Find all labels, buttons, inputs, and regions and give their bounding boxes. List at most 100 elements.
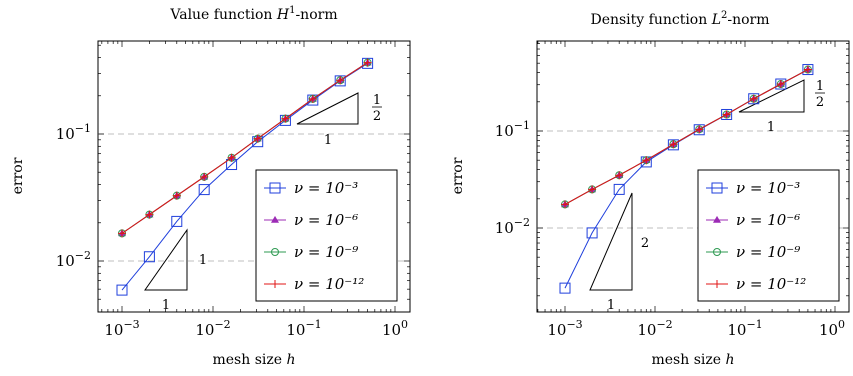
x-tick-label: 10−2: [195, 318, 230, 339]
data-point: [171, 215, 183, 227]
legend-entry: ν = 10⁻⁹: [706, 243, 800, 261]
data-point: [615, 171, 624, 180]
data-point: [693, 124, 705, 136]
slope-rise-label: 2: [816, 95, 824, 110]
legend-entry: ν = 10⁻⁶: [264, 211, 358, 229]
slope-rise-label: 1: [199, 253, 207, 268]
data-point: [116, 284, 128, 296]
y-tick-label: 10−1: [495, 119, 530, 140]
slope-run-label: 1: [324, 133, 332, 148]
legend-marker: [269, 182, 281, 194]
panel-density-function: Density function L2-norm 10−3 10−2 10−1 …: [450, 10, 850, 368]
data-point: [559, 282, 571, 294]
x-tick-label: 10−1: [727, 318, 762, 339]
slope-rise-label: 1: [816, 79, 824, 94]
x-tick-label: 100: [819, 318, 845, 339]
data-point: [200, 172, 209, 181]
data-point: [588, 185, 597, 194]
minor-ticks: [98, 41, 410, 312]
legend-marker: [271, 248, 279, 256]
legend-label: ν = 10⁻¹²: [736, 275, 806, 293]
slope-triangle: [296, 92, 359, 125]
legend-entry: ν = 10⁻⁹: [264, 243, 358, 261]
x-tick-label: 10−3: [547, 318, 582, 339]
data-point: [667, 139, 679, 151]
x-tick-label: 10−1: [286, 318, 321, 339]
minor-ticks: [537, 41, 849, 312]
data-point: [253, 134, 262, 143]
legend-entry: ν = 10⁻¹²: [706, 275, 806, 293]
legend-marker: [711, 182, 723, 194]
x-axis-label: mesh size h: [651, 352, 734, 368]
data-point: [775, 78, 787, 90]
data-point: [721, 108, 733, 120]
data-point: [363, 58, 372, 67]
legend-marker: [270, 215, 280, 223]
x-tick-label: 100: [382, 318, 408, 339]
data-point: [336, 76, 345, 85]
legend-marker: [713, 248, 721, 256]
y-axis-label: error: [450, 157, 466, 194]
legend-label: ν = 10⁻⁶: [736, 211, 800, 229]
legend-label: ν = 10⁻³: [294, 179, 358, 197]
data-point: [561, 200, 569, 209]
legend-entry: ν = 10⁻¹²: [264, 275, 364, 293]
y-tick-label: 10−1: [56, 122, 91, 143]
data-point: [362, 57, 374, 69]
y-tick-label: 10−2: [56, 249, 91, 270]
chart-title: Value function H1-norm: [169, 5, 337, 23]
slope-run-label: 1: [607, 298, 615, 313]
slope-triangle: [738, 79, 805, 113]
data-point: [198, 184, 210, 196]
legend-label: ν = 10⁻³: [736, 179, 800, 197]
data-point: [613, 183, 625, 195]
data-point: [586, 227, 598, 239]
data-point: [802, 64, 814, 76]
data-point: [334, 75, 346, 87]
data-point: [642, 156, 651, 165]
data-point: [776, 80, 785, 89]
legend-entry: ν = 10⁻⁶: [706, 211, 800, 229]
data-point: [227, 153, 236, 162]
legend-entry: ν = 10⁻³: [706, 179, 800, 197]
x-tick-label: 10−3: [104, 318, 139, 339]
legend-marker: [712, 215, 722, 223]
legend: ν = 10⁻³ ν = 10⁻⁶ ν = 10⁻⁹ ν = 10⁻¹²: [264, 179, 364, 293]
series-group: [116, 57, 374, 296]
plot-frame: [97, 40, 411, 313]
data-point: [308, 94, 317, 103]
data-point: [143, 251, 155, 263]
y-tick-label: 10−2: [495, 216, 530, 237]
slope-run-label: 1: [162, 298, 170, 313]
series: [118, 58, 372, 238]
legend-label: ν = 10⁻¹²: [294, 275, 364, 293]
legend-label: ν = 10⁻⁶: [294, 211, 358, 229]
data-point: [669, 140, 678, 149]
slope-run-label: 1: [767, 120, 775, 135]
legend-marker: [271, 280, 279, 288]
legend-marker: [713, 280, 721, 288]
data-point: [118, 229, 126, 238]
panel-value-function: Value function H1-norm 10−3 10−2 10−1 10…: [10, 5, 411, 368]
legend-entry: ν = 10⁻³: [264, 179, 358, 197]
data-point: [722, 110, 731, 119]
slope-rise-label: 2: [641, 236, 649, 251]
data-point: [748, 93, 760, 105]
series: [561, 65, 812, 209]
slope-triangle: [589, 192, 633, 291]
series-line: [121, 62, 368, 291]
series-line: [121, 62, 368, 234]
slope-rise-label: 2: [373, 109, 381, 124]
legend-label: ν = 10⁻⁹: [294, 243, 358, 261]
x-tick-label: 10−2: [637, 318, 672, 339]
y-axis-label: error: [10, 157, 26, 194]
data-point: [803, 65, 812, 74]
legend-label: ν = 10⁻⁹: [736, 243, 800, 261]
data-point: [749, 94, 758, 103]
legend: ν = 10⁻³ ν = 10⁻⁶ ν = 10⁻⁹ ν = 10⁻¹²: [706, 179, 806, 293]
chart-title: Density function L2-norm: [590, 10, 769, 28]
slope-triangle: [144, 228, 188, 291]
data-point: [172, 191, 181, 200]
data-point: [695, 125, 704, 134]
